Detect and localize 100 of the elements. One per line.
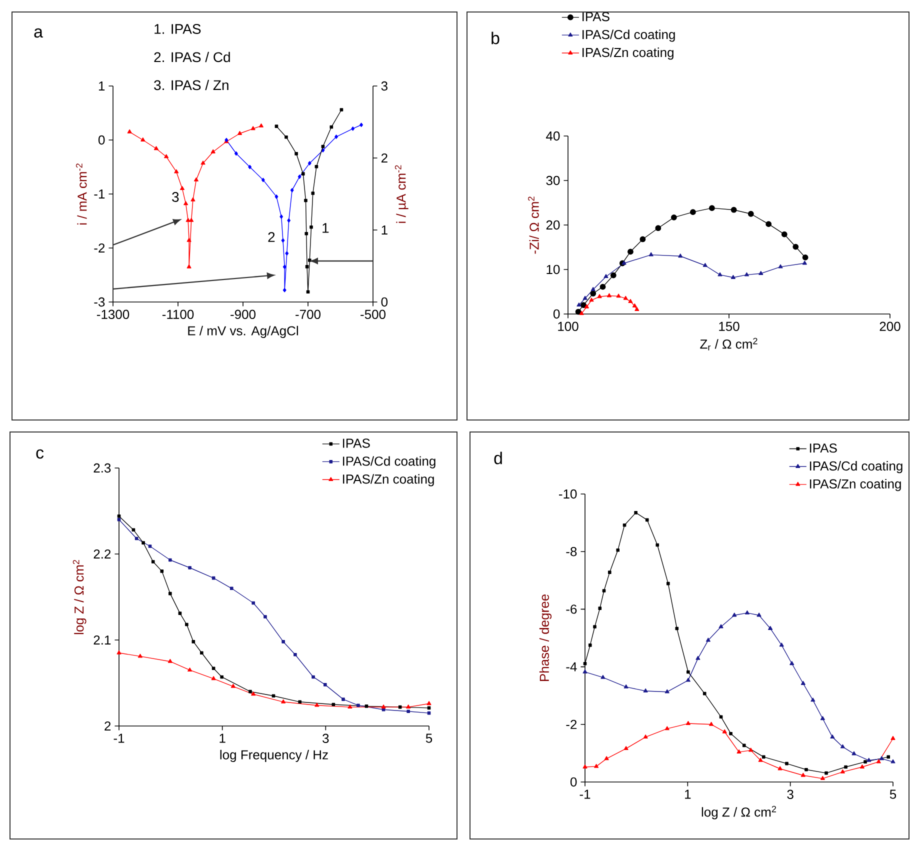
point [284, 135, 288, 139]
point [632, 303, 637, 308]
x-tick-label: -900 [230, 310, 256, 319]
x-tick-label: -700 [296, 310, 321, 319]
point [590, 286, 596, 291]
point [185, 622, 188, 626]
point [406, 704, 411, 709]
y-tick-label: 1 [98, 82, 105, 90]
point [238, 130, 242, 135]
point [766, 221, 772, 228]
point [186, 264, 192, 268]
point [151, 560, 155, 564]
point [655, 225, 662, 232]
point [792, 244, 799, 250]
x-tick-label: 1 [685, 790, 691, 799]
point [230, 586, 234, 590]
legend-label: IPAS [342, 438, 370, 448]
point [192, 640, 196, 644]
y-tick-label: -1 [94, 190, 105, 198]
point [186, 218, 190, 222]
point [597, 294, 602, 298]
point [579, 310, 584, 315]
point [852, 751, 856, 756]
point [628, 298, 633, 303]
point [360, 122, 363, 128]
point [580, 302, 586, 308]
point [864, 760, 867, 764]
point [709, 722, 714, 726]
y-tick-label: -4 [566, 662, 577, 672]
point [200, 160, 206, 165]
point [248, 164, 252, 170]
point [248, 690, 252, 694]
point [802, 254, 808, 260]
y-tick-label: 2.2 [94, 549, 111, 559]
x-tick-label: 200 [880, 322, 900, 331]
point [351, 126, 355, 131]
point [281, 238, 285, 243]
point [600, 674, 606, 679]
y-tick-label: 0 [570, 777, 577, 787]
point [678, 254, 683, 258]
point [778, 264, 783, 268]
point [756, 612, 762, 617]
text: 1. IPAS [154, 24, 201, 34]
point [190, 197, 196, 202]
point [718, 624, 724, 628]
point [643, 688, 648, 692]
point [758, 758, 763, 762]
x-tick-label: -500 [360, 310, 386, 319]
point [290, 188, 294, 192]
point [281, 699, 286, 704]
point [294, 652, 297, 656]
point [598, 606, 602, 610]
point [589, 298, 594, 302]
point [730, 206, 737, 213]
point [628, 248, 634, 255]
point [582, 296, 588, 300]
point [582, 764, 588, 768]
y-tick-label: 2.1 [94, 635, 111, 645]
point [274, 124, 278, 128]
point [820, 716, 825, 720]
y-tick-label: 0 [553, 309, 560, 319]
point [154, 146, 158, 150]
y2-axis-title: i / µA cm$^{-2}$ [394, 165, 408, 223]
point [608, 570, 612, 574]
point [116, 650, 122, 654]
point [364, 704, 368, 708]
point [729, 732, 732, 736]
point [779, 642, 784, 647]
point [742, 744, 746, 748]
x-tick-label: 5 [426, 734, 432, 743]
x-tick-label: -1100 [162, 310, 194, 319]
point [298, 174, 302, 179]
point [748, 748, 754, 752]
point [860, 764, 864, 768]
point [744, 272, 749, 276]
point [174, 169, 179, 174]
text: 2. IPAS / Cd [154, 52, 230, 62]
annotation: 3. IPAS / Zn [154, 80, 228, 90]
point [702, 262, 708, 267]
point [866, 758, 872, 762]
x-tick-label: 150 [719, 322, 740, 331]
point [356, 704, 360, 707]
point [250, 126, 256, 130]
y-tick-label: 30 [546, 176, 560, 186]
point [164, 154, 169, 158]
point [722, 729, 727, 734]
point [188, 566, 192, 570]
point [820, 776, 825, 780]
text: d [494, 452, 502, 464]
point [840, 769, 845, 774]
point [810, 698, 816, 702]
point [348, 704, 352, 709]
point [686, 678, 690, 682]
point [730, 274, 736, 279]
point [160, 570, 164, 573]
point [616, 294, 621, 298]
point [702, 692, 706, 696]
y-tick-label: 10 [546, 264, 560, 274]
legend-label: IPAS/Zn coating [342, 474, 434, 486]
x-tick-label: -1300 [96, 310, 130, 319]
